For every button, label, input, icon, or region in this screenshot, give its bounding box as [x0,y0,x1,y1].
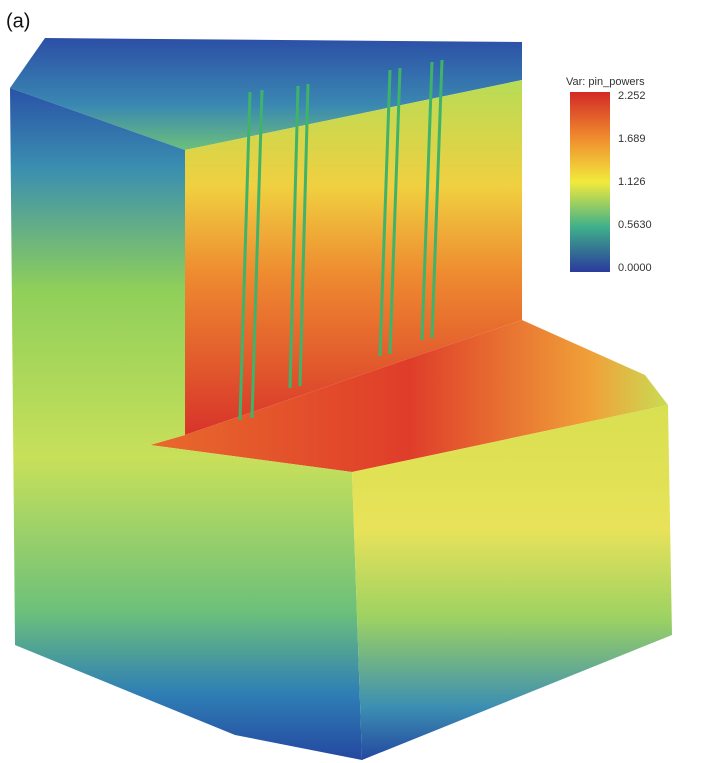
colorbar-tick-label: 0.0000 [618,262,652,274]
colorbar-tick-label: 0.5630 [618,219,652,231]
colorbar: Var: pin_powers 2.252 1.689 1.126 0.5630 0.0… [566,76,652,274]
colorbar-title: Var: pin_powers [566,76,645,88]
figure: (a) Var: pin_powers 2.252 1.689 1.126 0.563… [0,0,701,763]
colorbar-tick-label: 1.689 [618,133,646,145]
panel-label: (a) [6,10,30,32]
colorbar-tick-label: 1.126 [618,176,646,188]
colorbar-scale [570,92,610,272]
colorbar-tick-label: 2.252 [618,90,646,102]
